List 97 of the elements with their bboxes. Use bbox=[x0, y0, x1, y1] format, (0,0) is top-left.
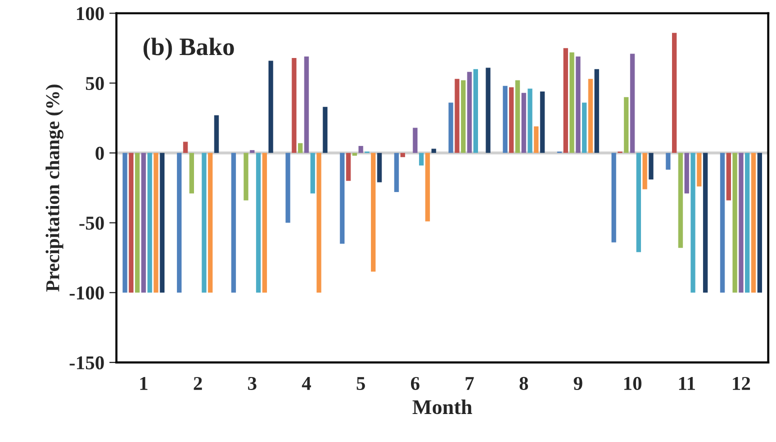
bar bbox=[160, 152, 165, 293]
x-tick-label: 11 bbox=[679, 376, 695, 390]
x-axis-title: Month bbox=[412, 400, 472, 414]
bar bbox=[738, 152, 744, 293]
bar bbox=[594, 69, 600, 153]
bar bbox=[370, 152, 376, 272]
bar bbox=[262, 152, 267, 293]
bar bbox=[678, 152, 683, 248]
x-tick-label: 5 bbox=[356, 377, 365, 390]
x-tick-label: 2 bbox=[194, 376, 202, 390]
bar bbox=[292, 58, 296, 153]
y-tick-label: 0 bbox=[96, 146, 104, 160]
bar bbox=[286, 152, 290, 223]
bar bbox=[540, 91, 545, 153]
bar bbox=[147, 152, 152, 293]
x-tick-label: 1 bbox=[140, 376, 148, 390]
bar bbox=[576, 56, 580, 153]
bar bbox=[208, 152, 213, 293]
bar bbox=[141, 152, 146, 293]
bar bbox=[473, 69, 478, 153]
bar bbox=[732, 152, 738, 293]
bar bbox=[176, 152, 182, 293]
bar bbox=[726, 152, 731, 200]
bar bbox=[122, 152, 128, 293]
bar bbox=[720, 152, 725, 293]
x-tick-label: 6 bbox=[410, 376, 420, 390]
x-tick-label: 8 bbox=[520, 376, 528, 390]
bar bbox=[509, 87, 514, 153]
bar bbox=[377, 152, 382, 182]
bar bbox=[202, 152, 206, 293]
bar bbox=[534, 126, 539, 153]
bar bbox=[412, 128, 418, 153]
bar bbox=[425, 152, 430, 222]
bar bbox=[467, 72, 472, 153]
bar bbox=[244, 152, 248, 200]
bar bbox=[690, 152, 696, 293]
y-tick-label: -50 bbox=[79, 216, 104, 230]
text: (b) Bako bbox=[144, 38, 234, 60]
bar bbox=[268, 60, 274, 153]
bar bbox=[684, 152, 690, 194]
bar bbox=[624, 97, 629, 153]
bar bbox=[340, 152, 345, 244]
bar bbox=[528, 88, 532, 153]
bar bbox=[570, 52, 574, 153]
bar bbox=[346, 152, 351, 181]
bar bbox=[582, 102, 587, 153]
bar bbox=[154, 152, 158, 293]
bar bbox=[358, 146, 364, 153]
bar bbox=[460, 80, 466, 153]
bar bbox=[515, 80, 520, 153]
bar bbox=[672, 32, 677, 153]
bar bbox=[648, 152, 654, 180]
bar bbox=[231, 152, 236, 293]
bar bbox=[696, 152, 702, 186]
y-tick-label: 100 bbox=[76, 7, 104, 20]
bar bbox=[563, 48, 568, 153]
bar bbox=[486, 68, 490, 153]
bar bbox=[744, 152, 750, 293]
bar bbox=[189, 152, 194, 194]
x-tick-label: 3 bbox=[248, 376, 256, 390]
bar bbox=[521, 92, 526, 153]
bar bbox=[448, 102, 454, 153]
bar bbox=[611, 152, 616, 242]
y-tick-label: -100 bbox=[70, 286, 104, 300]
bar bbox=[502, 86, 508, 153]
y-tick-label: 50 bbox=[86, 76, 104, 90]
bar bbox=[666, 152, 670, 170]
bar bbox=[642, 152, 648, 190]
x-tick-label: 4 bbox=[302, 377, 312, 390]
bar bbox=[588, 78, 593, 153]
y-tick-label: -150 bbox=[70, 356, 104, 370]
bar bbox=[322, 106, 328, 153]
x-tick-label: 7 bbox=[466, 377, 474, 390]
bar bbox=[304, 56, 309, 153]
bar bbox=[703, 152, 708, 293]
x-tick-label: 10 bbox=[624, 376, 642, 390]
bar bbox=[298, 143, 303, 153]
bar bbox=[128, 152, 134, 293]
bar bbox=[250, 150, 255, 153]
x-tick-label: 12 bbox=[732, 376, 750, 390]
bar bbox=[751, 152, 756, 293]
bar bbox=[454, 78, 460, 153]
bar bbox=[310, 152, 316, 194]
bar bbox=[400, 152, 406, 158]
bar bbox=[256, 152, 261, 293]
y-axis-title: Precipitation change (%) bbox=[46, 84, 64, 292]
bar bbox=[419, 152, 424, 166]
bar bbox=[630, 54, 635, 153]
bar bbox=[431, 148, 436, 153]
bar bbox=[316, 152, 322, 293]
bar bbox=[214, 115, 219, 153]
bar bbox=[636, 152, 641, 252]
x-tick-label: 9 bbox=[574, 376, 582, 390]
bar bbox=[757, 152, 762, 293]
bar bbox=[135, 152, 140, 293]
bar bbox=[183, 142, 188, 153]
bar bbox=[394, 152, 399, 192]
